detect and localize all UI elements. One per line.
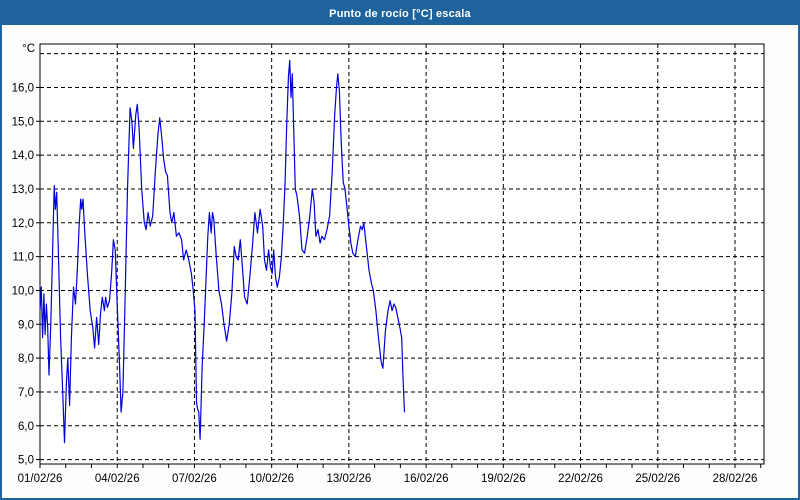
plot-area	[39, 43, 765, 465]
y-tick-label: 15,0	[12, 116, 34, 128]
window-title: Punto de rocío [°C] escala	[329, 7, 471, 20]
y-tick-label: 12,0	[12, 218, 34, 230]
y-tick-label: 11,0	[12, 252, 34, 264]
x-tick-label: 01/02/26	[18, 473, 63, 485]
x-tick-label: 04/02/26	[95, 473, 140, 485]
y-tick-label: 6,0	[18, 421, 34, 433]
y-axis-unit-label: °C	[22, 43, 35, 55]
x-tick-label: 07/02/26	[172, 473, 217, 485]
x-tick-label: 10/02/26	[249, 473, 294, 485]
x-tick-label: 19/02/26	[481, 473, 526, 485]
y-tick-label: 10,0	[12, 285, 34, 297]
y-tick-label: 14,0	[12, 150, 34, 162]
x-tick-label: 25/02/26	[635, 473, 680, 485]
x-tick-label: 22/02/26	[558, 473, 603, 485]
dew-point-series-line	[39, 59, 406, 444]
title-bar: Punto de rocío [°C] escala	[2, 2, 798, 25]
y-tick-label: 5,0	[18, 455, 34, 467]
y-tick-label: 9,0	[18, 319, 34, 331]
chart-host: 5,0 6,0 7,0 8,0 9,0 10,0 11,0 12,0 13,0 14,0 15,0 1…	[2, 25, 798, 498]
y-tick-label: 7,0	[18, 387, 34, 399]
x-tick-label: 28/02/26	[713, 473, 758, 485]
y-tick-label: 8,0	[18, 353, 34, 365]
y-tick-label: 13,0	[12, 184, 34, 196]
dew-point-chart: 5,0 6,0 7,0 8,0 9,0 10,0 11,0 12,0 13,0 14,0 15,0 1…	[12, 43, 765, 485]
x-tick-label: 13/02/26	[327, 473, 372, 485]
x-tick-label: 16/02/26	[404, 473, 449, 485]
y-tick-label: 16,0	[12, 82, 34, 94]
